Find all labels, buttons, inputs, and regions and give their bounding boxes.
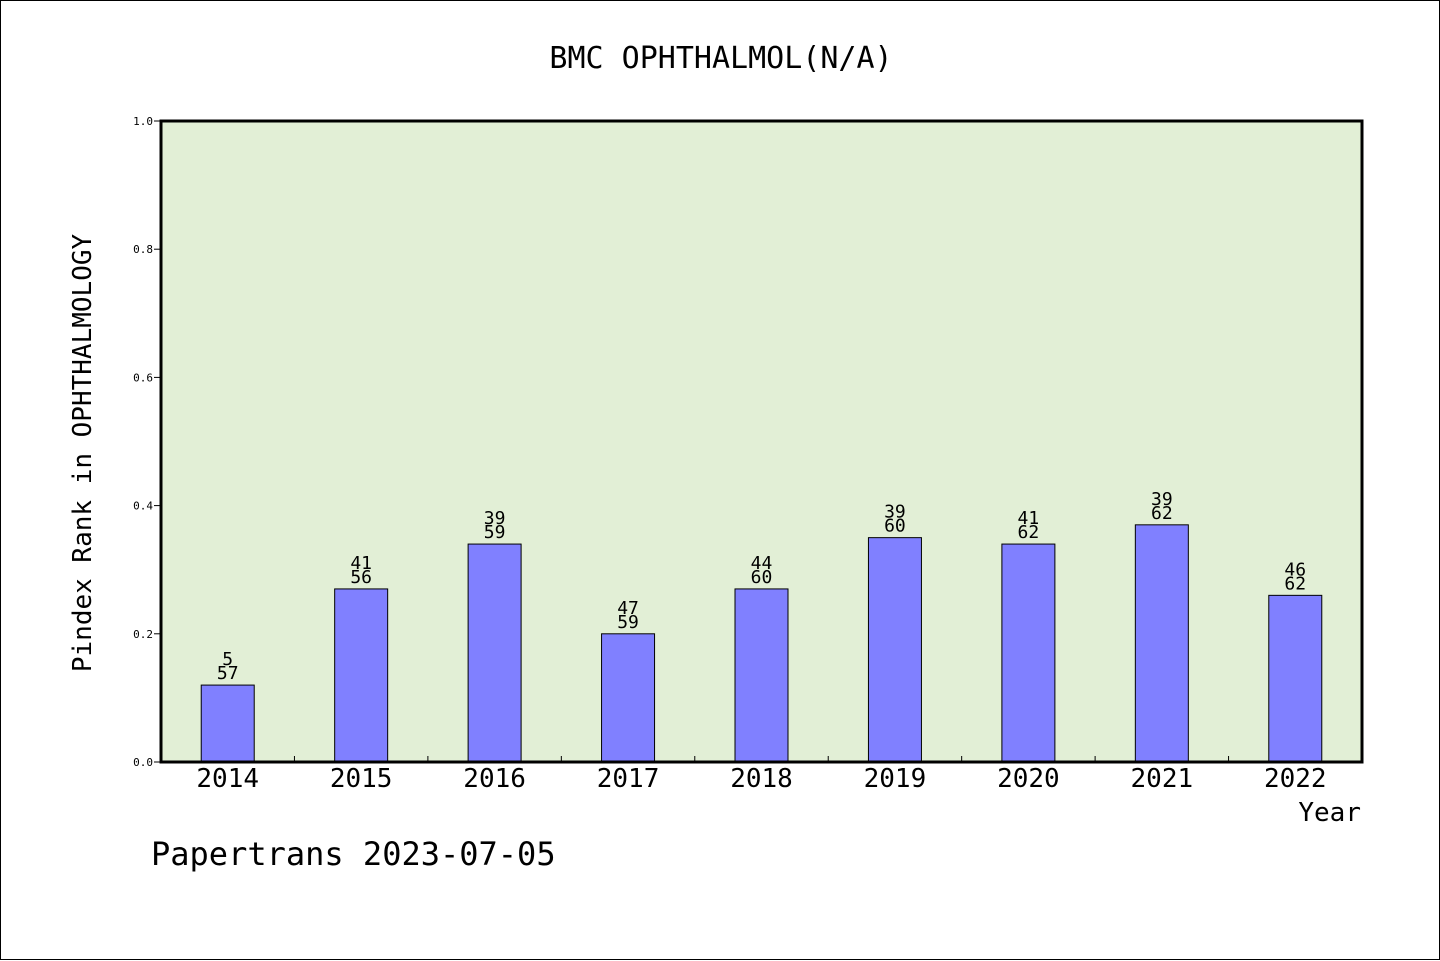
- y-axis-label: Pindex Rank in OPHTHALMOLOGY: [68, 234, 98, 673]
- data-label-bottom: 56: [350, 567, 372, 588]
- bars: [200, 524, 1323, 763]
- y-tick-label: 0.0: [133, 756, 153, 769]
- data-label-bottom: 59: [617, 612, 639, 633]
- data-label-bottom: 62: [1151, 503, 1173, 524]
- bar-2015: [334, 588, 389, 763]
- x-tick-label: 2020: [997, 764, 1060, 794]
- y-tick-label: 0.4: [133, 500, 153, 513]
- data-label-top: 47: [617, 598, 639, 619]
- x-tick-label: 2019: [864, 764, 927, 794]
- x-tick-label: 2014: [196, 764, 259, 794]
- x-tick-label: 2021: [1131, 764, 1194, 794]
- x-axis: 2014 2015 2016 2017 2018 2019 2020 2021 2022: [196, 756, 1327, 794]
- footer-credit: Papertrans 2023-07-05: [151, 835, 556, 873]
- data-label-top: 46: [1284, 559, 1306, 580]
- x-tick-label: 2016: [463, 764, 526, 794]
- data-label-top: 41: [1018, 508, 1040, 529]
- x-axis-label: Year: [1298, 798, 1361, 828]
- y-axis: 0.0 0.2 0.4 0.6 0.8 1.0: [133, 115, 161, 769]
- data-label-bottom: 62: [1018, 522, 1040, 543]
- data-label-bottom: 60: [751, 567, 773, 588]
- data-label-top: 5: [222, 649, 233, 670]
- data-label-top: 39: [884, 502, 906, 523]
- bar-2020: [1001, 543, 1056, 763]
- y-tick-label: 0.6: [133, 371, 153, 384]
- data-label-bottom: 57: [217, 663, 239, 684]
- plot-border: [159, 119, 1364, 764]
- data-label-bottom: 62: [1284, 573, 1306, 594]
- data-label-bottom: 59: [484, 522, 506, 543]
- x-tick-label: 2017: [597, 764, 660, 794]
- y-tick-label: 0.2: [133, 628, 153, 641]
- bar-2014: [200, 684, 255, 763]
- x-tick-label: 2015: [330, 764, 393, 794]
- y-tick-label: 0.8: [133, 243, 153, 256]
- data-label-bottom: 60: [884, 516, 906, 537]
- bar-2021: [1134, 524, 1189, 763]
- data-label-top: 41: [350, 553, 372, 574]
- chart-title: BMC OPHTHALMOL(N/A): [549, 41, 892, 76]
- data-label-top: 44: [751, 553, 773, 574]
- x-tick-label: 2018: [730, 764, 793, 794]
- bar-2016: [467, 543, 522, 763]
- bar-2018: [734, 588, 789, 763]
- data-label-top: 39: [1151, 489, 1173, 510]
- y-tick-label: 1.0: [133, 115, 153, 128]
- bar-2019: [867, 537, 922, 763]
- bar-2017: [601, 633, 656, 763]
- bar-2022: [1268, 594, 1323, 763]
- data-label-top: 39: [484, 508, 506, 529]
- x-tick-label: 2022: [1264, 764, 1327, 794]
